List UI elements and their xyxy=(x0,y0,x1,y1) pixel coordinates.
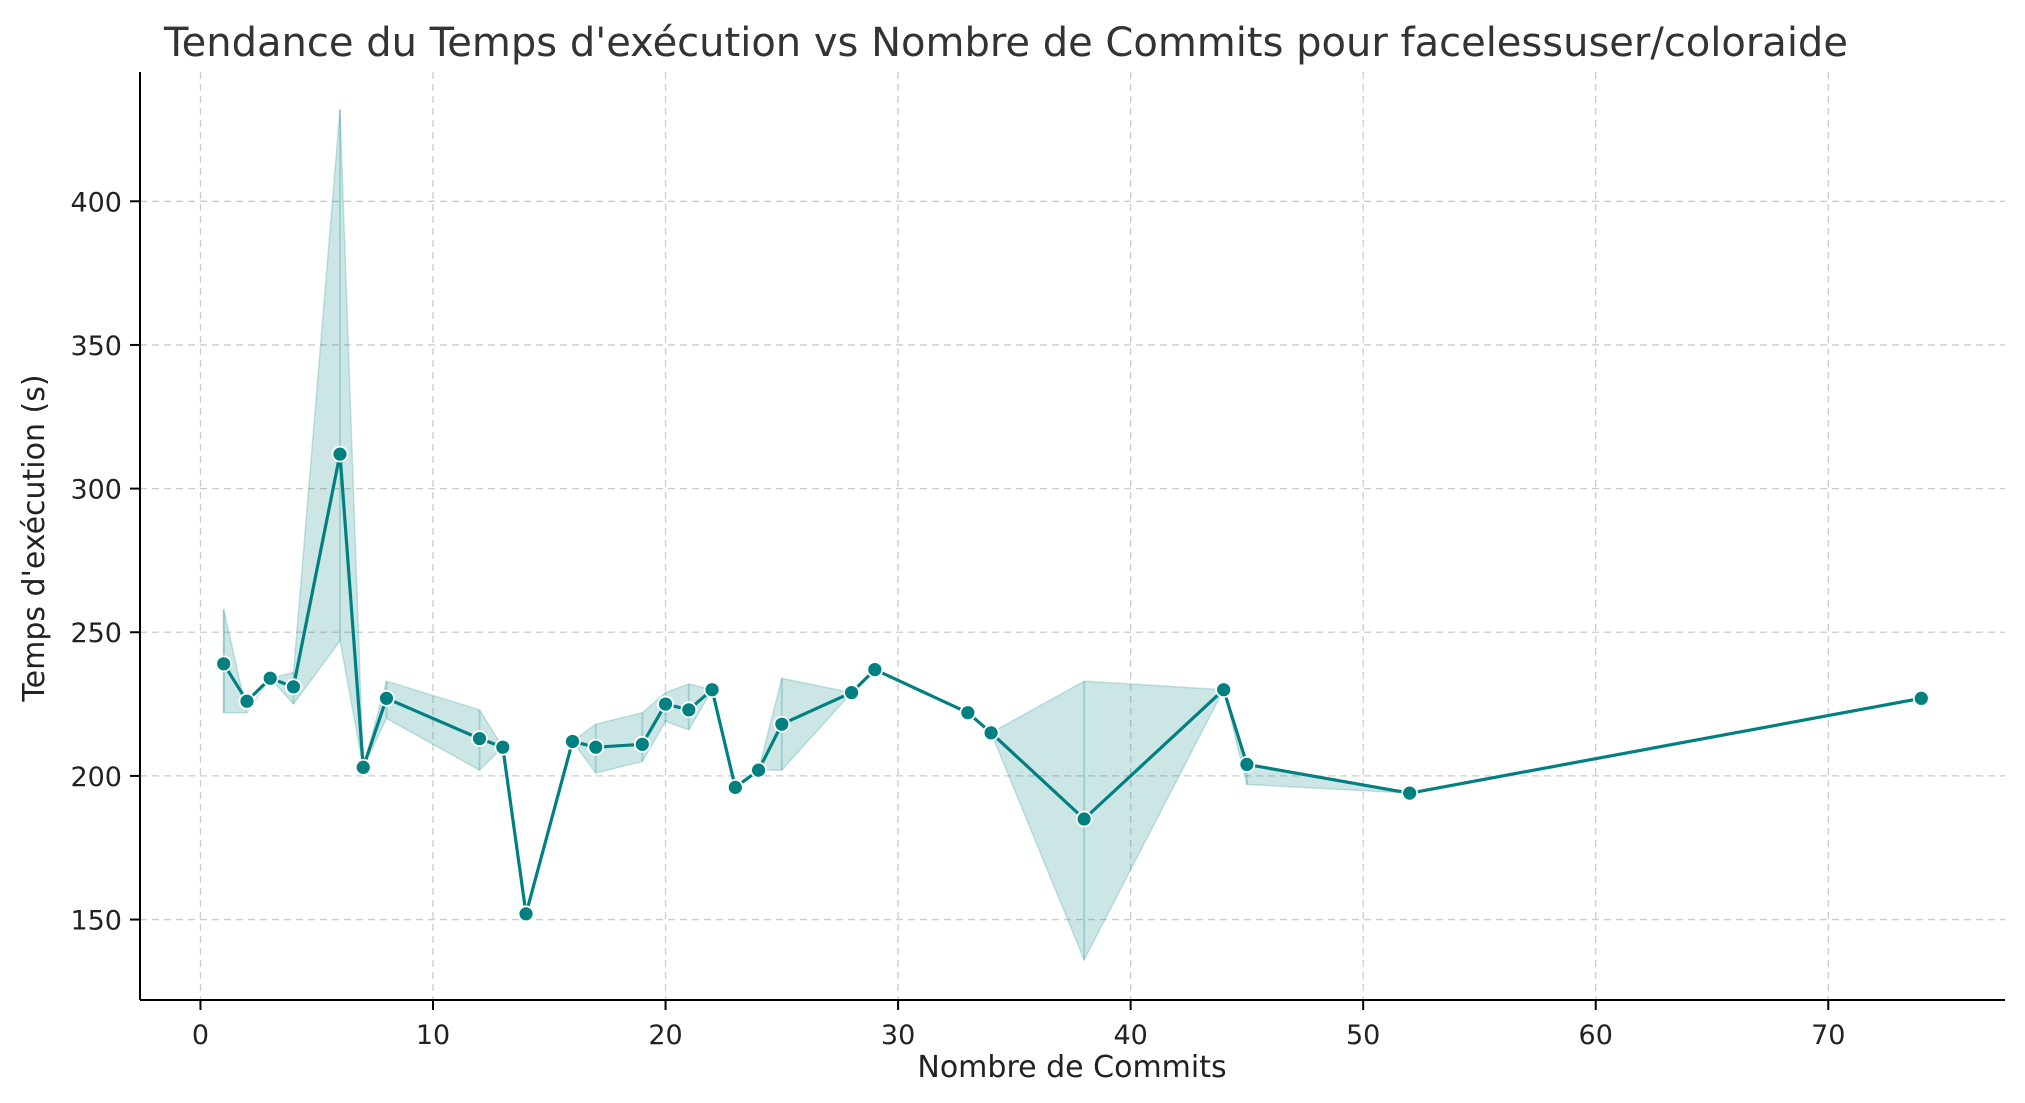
data-point[interactable] xyxy=(1075,810,1093,828)
data-point[interactable] xyxy=(1238,756,1256,773)
data-point[interactable] xyxy=(378,689,395,707)
data-point[interactable] xyxy=(354,758,372,776)
data-point[interactable] xyxy=(982,724,1000,742)
y-tick-label: 300 xyxy=(70,475,122,506)
axes xyxy=(139,72,2005,1001)
data-line xyxy=(222,452,1922,916)
data-point[interactable] xyxy=(657,695,674,713)
x-tick-label: 60 xyxy=(1579,1020,1613,1051)
data-point[interactable] xyxy=(471,730,488,747)
data-point[interactable] xyxy=(1215,681,1233,699)
data-point[interactable] xyxy=(564,733,581,750)
y-tick-label: 150 xyxy=(70,906,122,937)
data-point[interactable] xyxy=(680,701,698,719)
x-axis-label: Nombre de Commits xyxy=(917,1050,1226,1085)
data-point[interactable] xyxy=(261,669,279,687)
data-point[interactable] xyxy=(750,761,767,779)
confidence-band xyxy=(222,109,1922,962)
x-tick-label: 40 xyxy=(1113,1020,1147,1051)
data-point[interactable] xyxy=(1401,784,1419,802)
data-point[interactable] xyxy=(215,655,233,673)
y-tick-label: 250 xyxy=(70,618,122,649)
data-point[interactable] xyxy=(633,735,651,753)
x-tick-label: 20 xyxy=(648,1020,682,1051)
grid xyxy=(140,72,2005,1000)
data-point[interactable] xyxy=(1912,689,1930,707)
y-tick-label: 200 xyxy=(70,762,122,793)
data-point[interactable] xyxy=(703,681,721,699)
series-markers xyxy=(215,445,1930,923)
data-point[interactable] xyxy=(517,905,535,923)
data-point[interactable] xyxy=(331,445,349,463)
chart-title: Tendance du Temps d'exécution vs Nombre … xyxy=(163,20,1848,66)
data-point[interactable] xyxy=(843,684,860,701)
data-point[interactable] xyxy=(959,704,977,722)
x-tick-label: 70 xyxy=(1811,1020,1845,1051)
data-point[interactable] xyxy=(726,778,744,796)
ticks: 0 10 20 30 40 50 60 70 150 200 250 300 350 400 xyxy=(70,187,1845,1051)
data-point[interactable] xyxy=(866,661,884,678)
data-point[interactable] xyxy=(238,692,256,710)
x-tick-label: 50 xyxy=(1346,1020,1380,1051)
data-point[interactable] xyxy=(587,738,605,756)
x-tick-label: 30 xyxy=(881,1020,915,1051)
y-tick-label: 350 xyxy=(70,331,122,362)
y-axis-label: Temps d'exécution (s) xyxy=(17,374,52,702)
confidence-bands xyxy=(222,109,1922,962)
x-tick-label: 10 xyxy=(416,1020,450,1051)
x-tick-label: 0 xyxy=(192,1020,209,1051)
y-tick-label: 400 xyxy=(70,187,122,218)
series-line xyxy=(222,452,1922,916)
data-point[interactable] xyxy=(494,738,512,756)
data-point[interactable] xyxy=(773,715,791,733)
data-point[interactable] xyxy=(285,678,302,696)
